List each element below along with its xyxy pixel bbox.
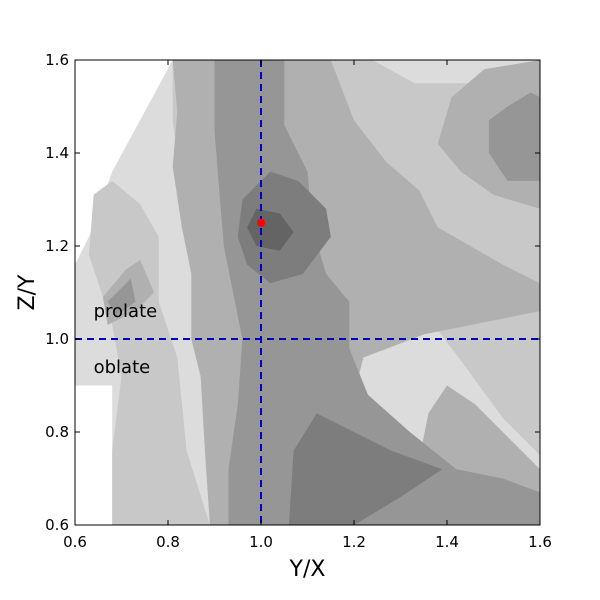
x-tick-label: 1.0 bbox=[249, 533, 273, 551]
y-axis-ticks: 0.6 0.8 1.0 1.2 1.4 1.6 bbox=[45, 51, 540, 534]
contour-level-2-region-0 bbox=[89, 180, 210, 525]
x-tick-label: 1.6 bbox=[528, 533, 552, 551]
y-tick-label: 1.0 bbox=[45, 330, 69, 348]
contour-level-4-region-0 bbox=[214, 60, 540, 525]
x-tick-label: 1.4 bbox=[435, 533, 459, 551]
y-tick-label: 1.2 bbox=[45, 237, 69, 255]
contour-level-2-region-2 bbox=[437, 306, 540, 456]
contour-level-4-region-1 bbox=[488, 92, 540, 181]
x-tick-label: 0.6 bbox=[63, 533, 87, 551]
x-tick-label: 0.8 bbox=[156, 533, 180, 551]
peak-marker bbox=[257, 218, 265, 227]
y-tick-label: 0.6 bbox=[45, 516, 69, 534]
y-tick-label: 1.4 bbox=[45, 144, 69, 162]
reference-lines bbox=[75, 60, 540, 525]
contour-level-6-region-0 bbox=[247, 208, 294, 251]
x-tick-label: 1.2 bbox=[342, 533, 366, 551]
contour-level-5-region-1 bbox=[288, 413, 443, 525]
y-tick-label: 1.6 bbox=[45, 51, 69, 69]
contour-layers bbox=[75, 60, 540, 525]
annotation-oblate: oblate bbox=[94, 357, 151, 378]
x-axis-ticks: 0.6 0.8 1.0 1.2 1.4 1.6 bbox=[63, 60, 552, 551]
annotations: prolate oblate bbox=[94, 301, 158, 378]
marker-layer bbox=[257, 218, 265, 227]
y-tick-label: 0.8 bbox=[45, 423, 69, 441]
plot-frame bbox=[74, 59, 541, 526]
x-axis-label: Y/X bbox=[289, 557, 326, 582]
contour-level-4-region-2 bbox=[107, 278, 136, 316]
annotation-prolate: prolate bbox=[94, 301, 158, 322]
y-axis-label: Z/Y bbox=[15, 274, 40, 310]
